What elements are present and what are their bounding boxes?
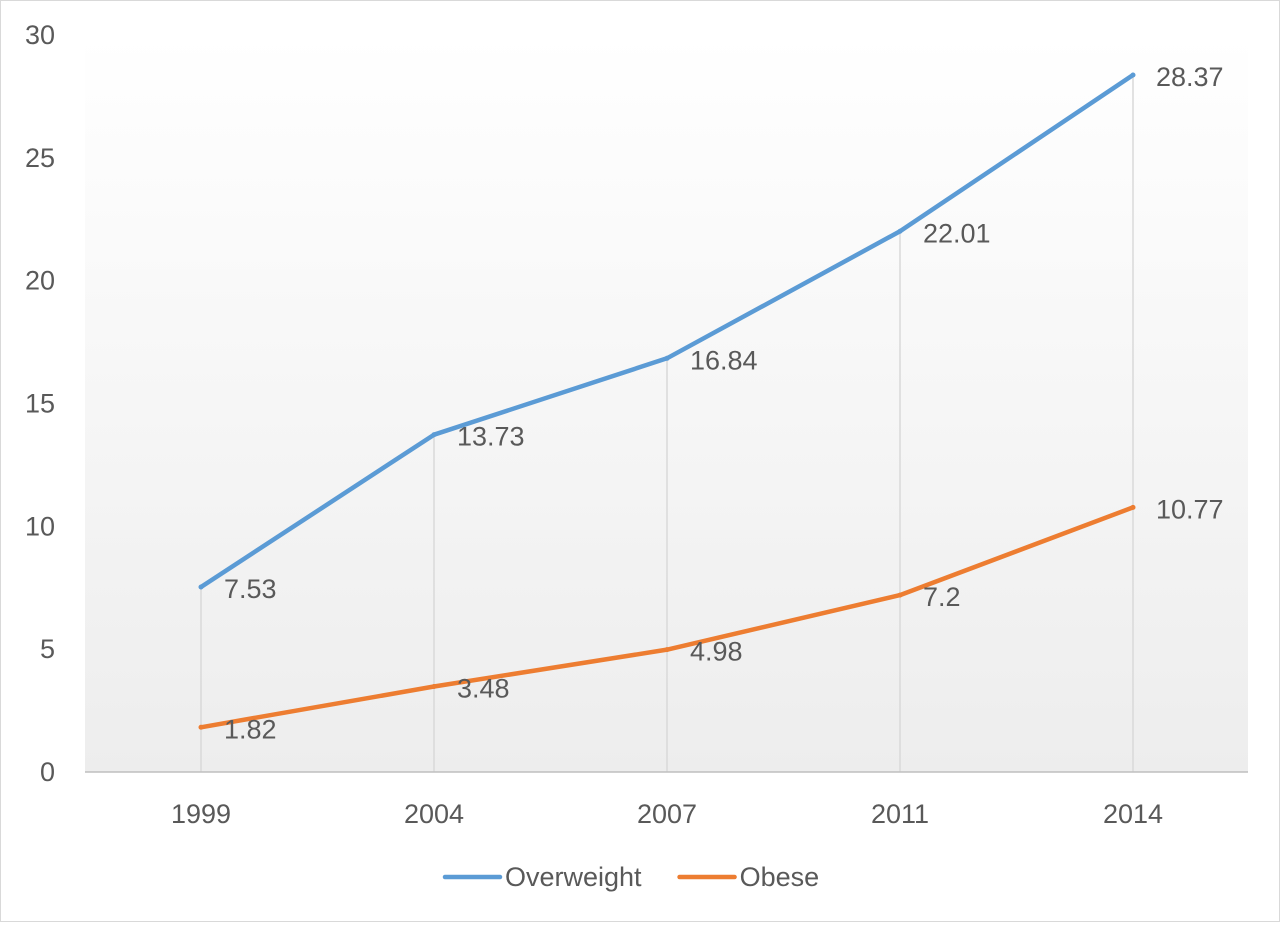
x-tick-label: 1999 [171,799,231,829]
data-label-overweight: 28.37 [1156,62,1224,92]
x-tick-label: 2004 [404,799,464,829]
y-tick-label: 5 [40,634,55,664]
y-tick-label: 10 [25,511,55,541]
data-label-overweight: 22.01 [923,218,991,248]
data-label-obese: 1.82 [224,714,277,744]
data-label-obese: 4.98 [690,637,743,667]
series-lines [198,72,1136,730]
legend-label-overweight: Overweight [505,862,642,892]
data-labels: 7.53 13.73 16.84 22.01 28.37 1.82 3.48 4.98 7.2 1… [224,62,1224,744]
data-point-overweight [664,355,670,361]
x-tick-label: 2014 [1103,799,1163,829]
data-point-obese [198,724,204,730]
y-tick-label: 20 [25,266,55,296]
data-label-overweight: 16.84 [690,345,758,375]
data-point-obese [897,592,903,598]
y-tick-label: 15 [25,389,55,419]
data-point-overweight [198,584,204,590]
x-axis-ticks: 1999 2004 2007 2011 2014 [171,799,1163,829]
data-label-obese: 7.2 [923,582,961,612]
data-point-obese [664,647,670,653]
drop-lines [200,75,1134,772]
legend: Overweight Obese [442,862,820,892]
data-point-obese [431,684,437,690]
data-point-overweight [1130,72,1136,78]
y-tick-label: 30 [25,20,55,50]
y-axis-ticks: 0 5 10 15 20 25 30 [25,20,55,787]
legend-label-obese: Obese [740,862,820,892]
data-label-overweight: 13.73 [457,422,525,452]
data-label-obese: 3.48 [457,674,510,704]
y-tick-label: 25 [25,143,55,173]
data-label-obese: 10.77 [1156,494,1224,524]
data-point-obese [1130,504,1136,510]
data-point-overweight [431,432,437,438]
data-point-overweight [897,228,903,234]
x-tick-label: 2007 [637,799,697,829]
data-label-overweight: 7.53 [224,574,277,604]
y-tick-label: 0 [40,757,55,787]
x-tick-label: 2011 [871,799,929,829]
